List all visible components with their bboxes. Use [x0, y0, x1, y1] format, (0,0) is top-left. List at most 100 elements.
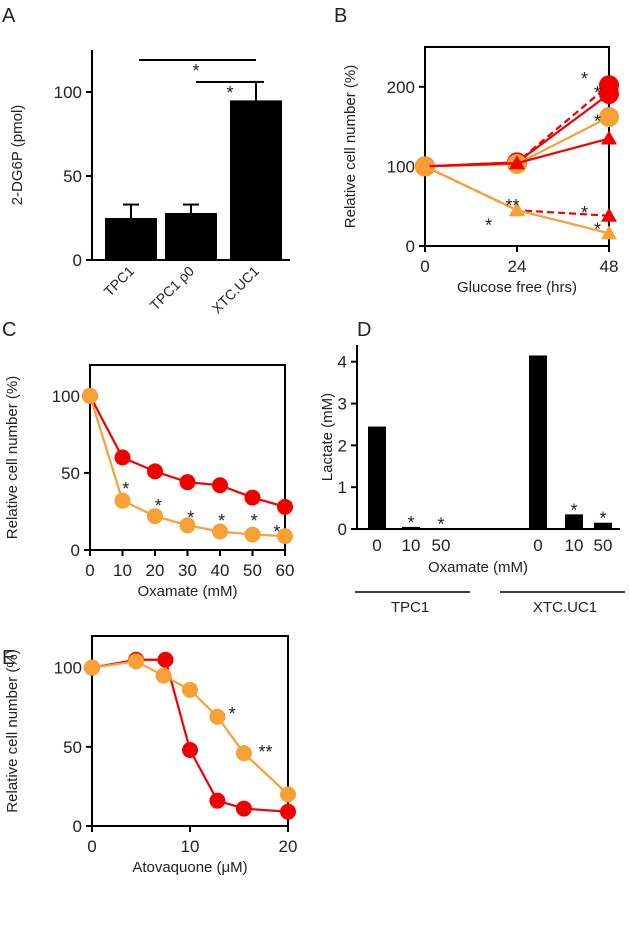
- data-point-orange: [244, 526, 261, 543]
- x-tick-label: XTC.UC1: [208, 263, 262, 317]
- axes: [356, 345, 620, 530]
- x-tick-label: 10: [402, 536, 421, 555]
- significance-star: *: [229, 704, 236, 724]
- x-tick-label: 50: [243, 561, 262, 580]
- x-tick-label: 40: [211, 561, 230, 580]
- x-tick-label: 0: [420, 257, 429, 276]
- data-point-red: [114, 449, 131, 466]
- y-tick-label: 3: [338, 395, 347, 414]
- significance-star: *: [273, 522, 280, 542]
- data-point-orange-circle: [599, 107, 619, 128]
- data-point-orange: [179, 517, 196, 534]
- x-axis-label: Oxamate (mM): [428, 559, 528, 576]
- x-tick-label: 50: [594, 536, 613, 555]
- significance-star: *: [218, 511, 225, 531]
- significance-star: *: [407, 513, 414, 533]
- x-tick-label: 10: [181, 837, 200, 856]
- data-point-orange: [114, 492, 131, 509]
- x-axis-label: Oxamate (mM): [137, 583, 237, 600]
- x-tick-label: 10: [565, 536, 584, 555]
- significance-star: *: [599, 509, 606, 529]
- significance-star: *: [226, 83, 233, 103]
- bar-0: [105, 218, 157, 260]
- panel-c: C 0 50 100 Relative cell number (%) 0 10 20 30 40…: [2, 319, 294, 600]
- significance-star: *: [594, 111, 601, 131]
- data-point-red: [209, 792, 226, 809]
- y-axis-label: Relative cell number (%): [342, 65, 359, 228]
- x-tick-label: 30: [178, 561, 197, 580]
- data-point-red: [244, 489, 261, 506]
- panel-label: A: [2, 5, 16, 27]
- y-tick-label: 1: [338, 478, 347, 497]
- data-point-orange-triangle: [509, 202, 525, 217]
- panel-e: E 0 50 100 Relative cell number (%) 0 10 20 Atov…: [2, 635, 298, 876]
- x-tick-label: 0: [85, 561, 94, 580]
- y-tick-label: 50: [61, 464, 80, 483]
- panel-a: A 0 50 100 2-DG6P (pmol) TPC1 TPC1 ρ0 XTC.UC1 * *: [2, 5, 290, 316]
- y-tick-label: 50: [63, 738, 82, 757]
- significance-star: *: [594, 83, 601, 103]
- significance-star: *: [437, 515, 444, 535]
- panel-label: E: [2, 647, 15, 669]
- group-label: TPC1: [391, 599, 429, 616]
- data-point-orange: [212, 523, 228, 540]
- x-tick-label: 50: [432, 536, 451, 555]
- y-tick-label: 100: [387, 157, 415, 176]
- x-tick-label: 48: [600, 257, 619, 276]
- y-axis-label: Lactate (mM): [319, 393, 336, 481]
- data-point-red-triangle-dashed: [601, 207, 617, 222]
- y-axis-label: Relative cell number (%): [4, 376, 21, 539]
- data-point-red: [147, 463, 163, 480]
- significance-star: *: [581, 69, 588, 89]
- data-point-red-circle-solid: [599, 83, 619, 104]
- significance-star: *: [594, 220, 601, 240]
- x-tick-label: 0: [533, 536, 542, 555]
- y-tick-label: 0: [71, 541, 80, 560]
- x-tick-label: 0: [372, 536, 381, 555]
- data-point-red: [157, 651, 174, 668]
- y-tick-label: 2: [338, 436, 347, 455]
- data-point-red: [212, 477, 228, 494]
- bar-TPC1-50: [432, 528, 450, 530]
- data-point-orange: [155, 667, 172, 684]
- data-point-red-triangle-solid: [601, 130, 617, 145]
- bar-1: [165, 212, 217, 260]
- data-point-orange-triangle: [417, 158, 433, 173]
- y-tick-label: 100: [54, 83, 82, 102]
- bar-TPC1-0: [368, 426, 386, 529]
- significance-star: *: [192, 61, 199, 81]
- y-tick-label: 100: [54, 659, 82, 678]
- data-point-orange-triangle: [601, 225, 617, 240]
- significance-star: *: [155, 496, 162, 516]
- y-tick-label: 0: [338, 520, 347, 539]
- data-point-red: [182, 742, 198, 758]
- significance-star: *: [570, 500, 577, 520]
- y-tick-label: 100: [52, 387, 80, 406]
- x-tick-label: TPC1: [100, 263, 137, 300]
- bar-XTC.UC1-0: [529, 355, 547, 529]
- bar-XTC.UC1-50: [594, 522, 612, 529]
- x-tick-label: 60: [276, 561, 295, 580]
- bar-XTC.UC1-10: [565, 514, 583, 529]
- series-line-orange: [91, 660, 289, 796]
- significance-star: *: [581, 203, 588, 223]
- x-tick-label: 24: [508, 257, 527, 276]
- data-point-orange: [84, 659, 100, 676]
- x-tick-label: 20: [146, 561, 165, 580]
- panel-b: B 0 100 200 Relative cell number (%) 0 24 48 Glu…: [334, 5, 619, 296]
- data-point-red: [179, 474, 196, 491]
- y-tick-label: 0: [73, 817, 82, 836]
- x-tick-label: 0: [87, 837, 96, 856]
- x-tick-label: 20: [279, 837, 298, 856]
- significance-star: **: [505, 196, 519, 216]
- significance-star: *: [251, 511, 258, 531]
- data-point-orange: [147, 508, 163, 525]
- significance-star: **: [258, 742, 272, 762]
- panel-label: D: [357, 319, 371, 341]
- data-point-orange: [235, 745, 252, 762]
- significance-star: *: [122, 479, 129, 499]
- y-tick-label: 200: [387, 78, 415, 97]
- x-tick-label: TPC1 ρ0: [147, 263, 198, 314]
- x-axis-label: Glucose free (hrs): [457, 279, 577, 296]
